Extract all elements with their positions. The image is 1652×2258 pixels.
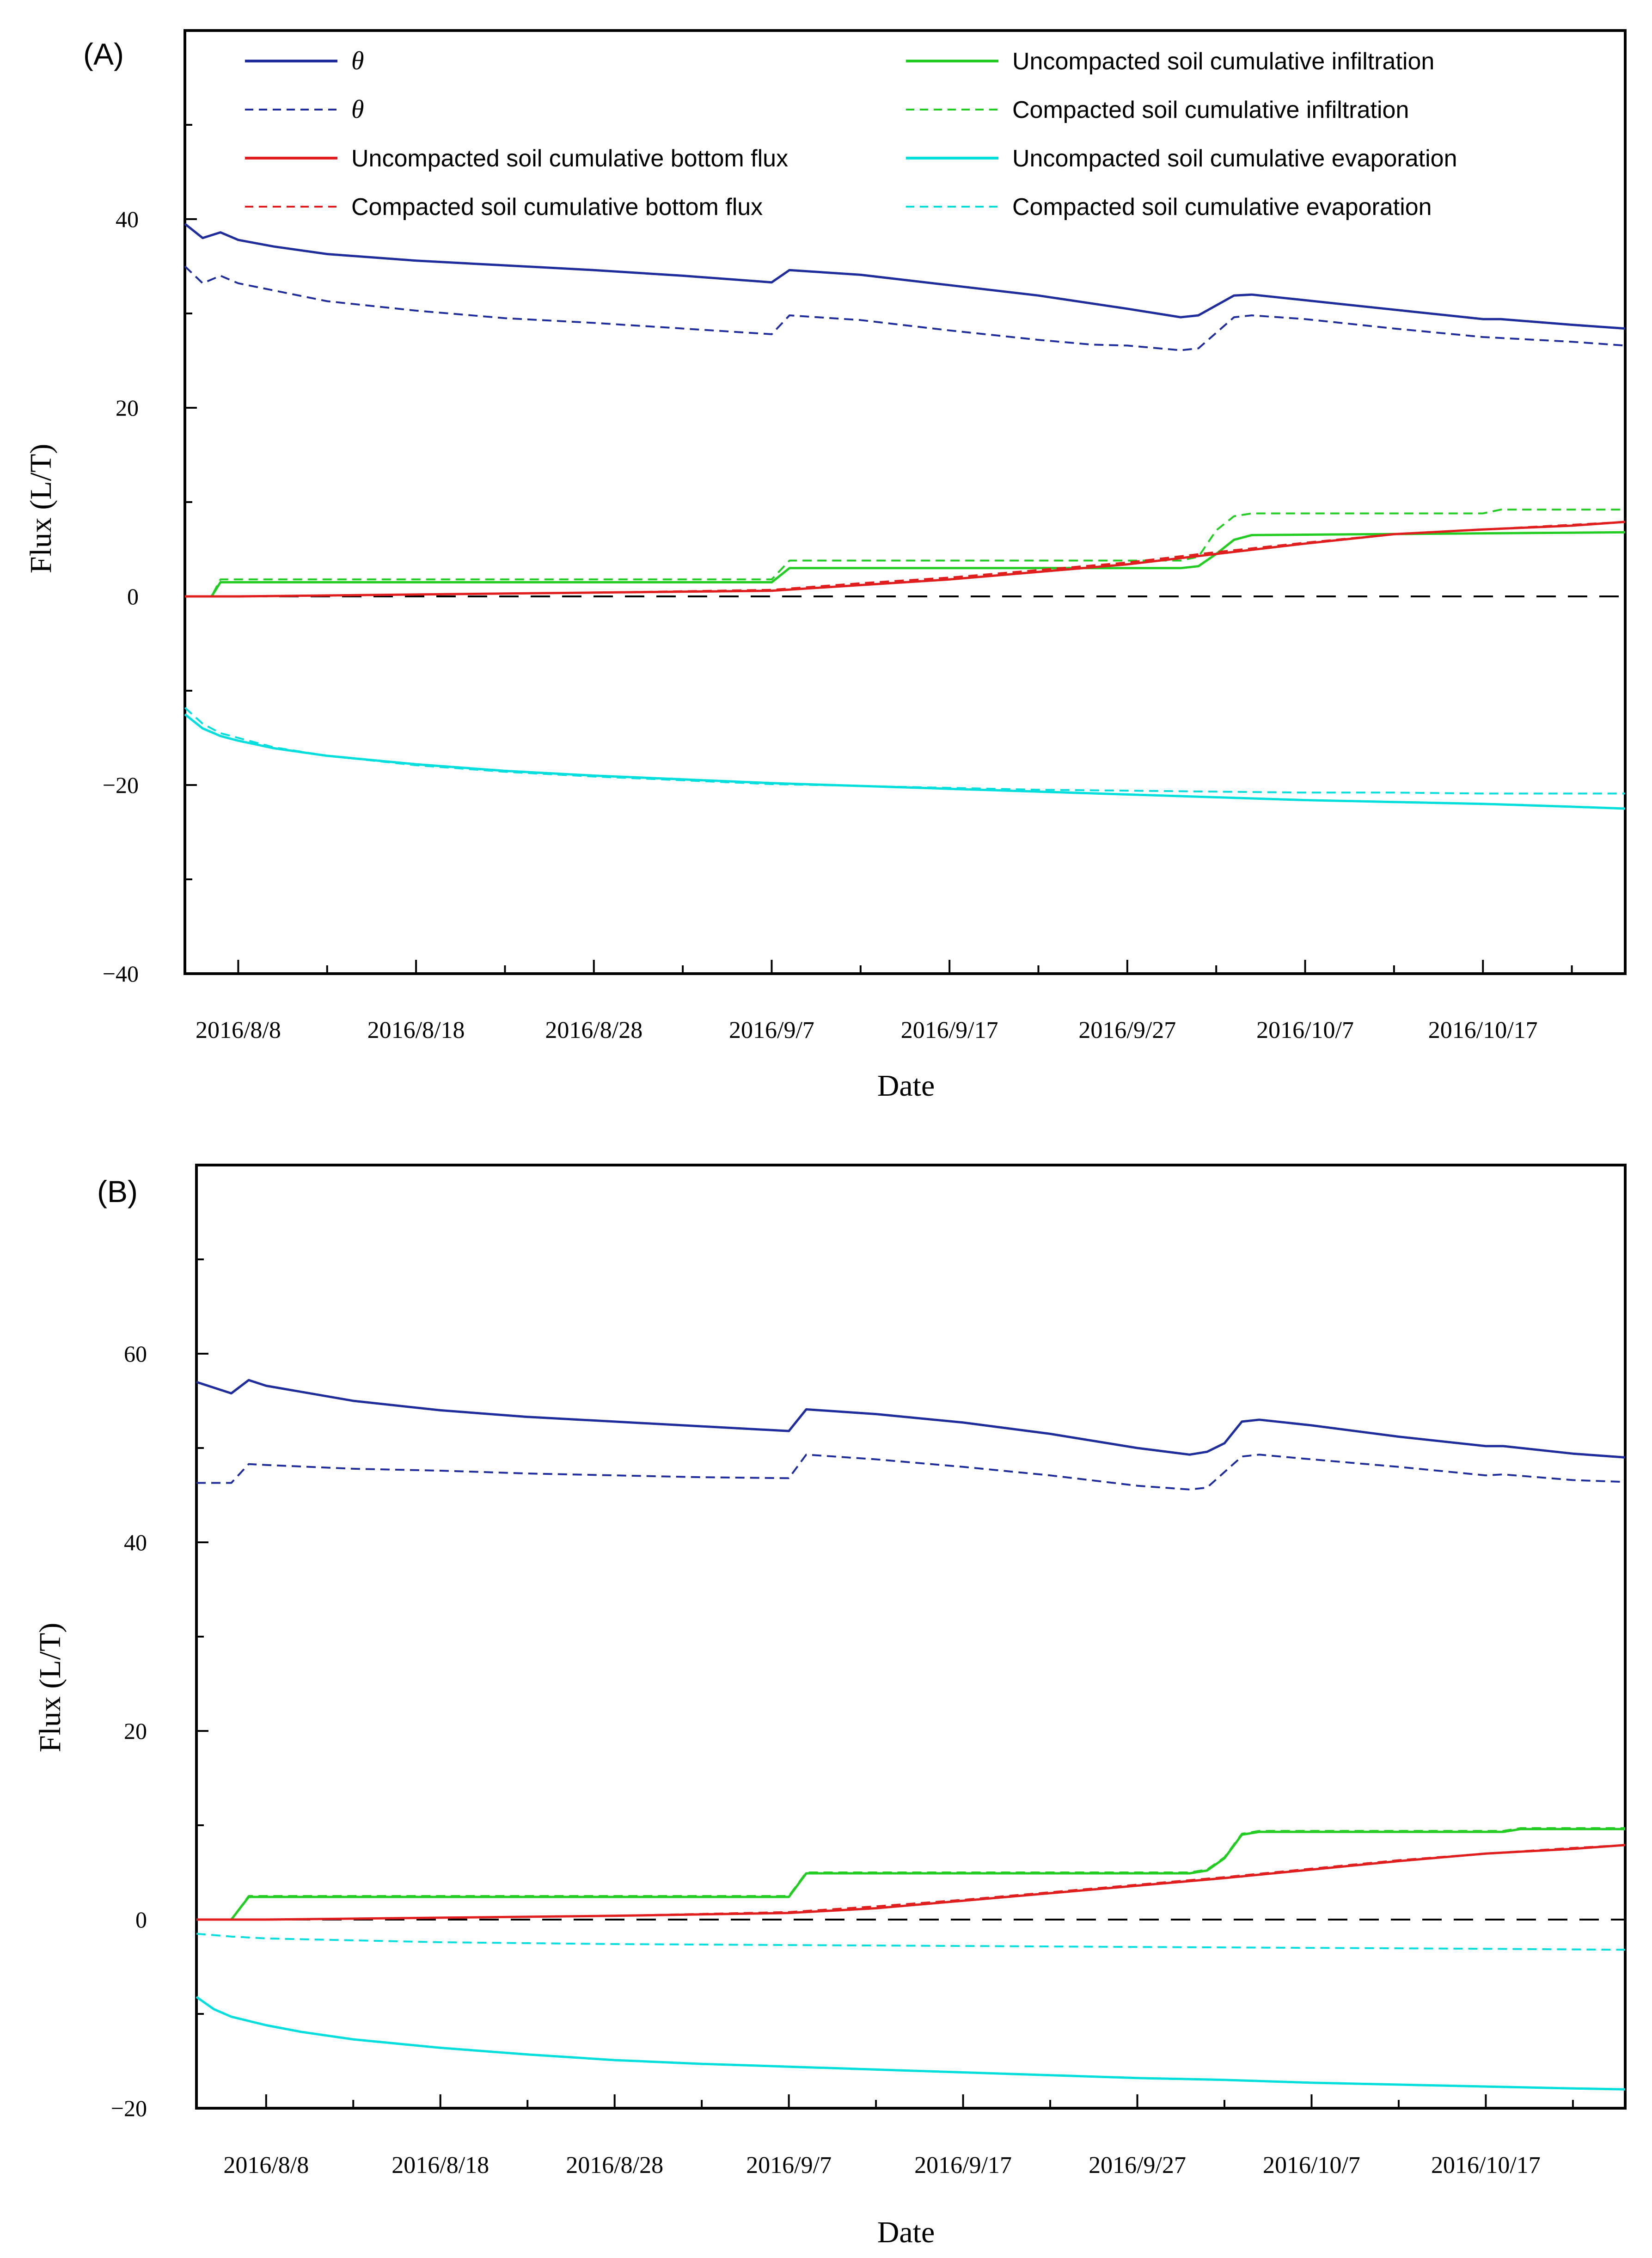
panel-a-x-tick-label: 2016/10/7	[1256, 1017, 1354, 1043]
panel-a-y-tick-label: 40	[116, 206, 139, 232]
panel-a-series-uncompacted-soil-cumulative-infiltration-solid	[185, 531, 1626, 598]
panel-b-y-tick-label: 60	[124, 1341, 147, 1367]
legend-label-uncompacted-soil-cumulative-bottom-flux-solid: Uncompacted soil cumulative bottom flux	[351, 145, 788, 172]
panel-b-x-tick-label: 2016/8/28	[566, 2152, 663, 2178]
panel-a-y-tick-label: 0	[127, 583, 139, 609]
panel-b-x-tick-label: 2016/9/7	[746, 2152, 832, 2178]
panel-a-series	[184, 223, 1626, 810]
panel-b-y-tick-label: 20	[124, 1718, 147, 1744]
panel-a-chart: (A) −40 −20 0 20 40 2016/8/8 2016/8/18 2016/8/2…	[24, 29, 1627, 1103]
panel-b-x-tick-label: 2016/10/17	[1431, 2152, 1541, 2178]
panel-b-x-axis-title: Date	[877, 2215, 935, 2249]
legend-label-theta-dashed: θ	[351, 95, 364, 124]
legend-label-compacted-soil-cumulative-infiltration-dashed: Compacted soil cumulative infiltration	[1012, 97, 1409, 123]
panel-b-y-tick-label: 40	[124, 1529, 147, 1555]
panel-b-x-tick-label: 2016/10/7	[1263, 2152, 1360, 2178]
panel-b-label: (B)	[97, 1174, 138, 1209]
panel-a-axes: −40 −20 0 20 40 2016/8/8 2016/8/18 2016/8/28 201…	[103, 30, 1573, 1043]
panel-a-x-tick-label: 2016/9/7	[729, 1017, 814, 1043]
panel-a-series-compacted-soil-cumulative-evaporation-dashed	[184, 707, 1625, 795]
panel-a-x-axis-title: Date	[877, 1069, 935, 1103]
panel-b-y-tick-label: −20	[111, 2095, 147, 2121]
panel-b-x-tick-label: 2016/8/18	[392, 2152, 489, 2178]
panel-b-frame	[195, 1164, 1627, 2110]
panel-b-x-tick-label: 2016/9/17	[914, 2152, 1012, 2178]
panel-b-y-axis-title: Flux (L/T)	[33, 1623, 67, 1752]
panel-a-series-compacted-soil-cumulative-infiltration-dashed	[185, 509, 1625, 597]
panel-b-series-compacted-soil-cumulative-bottom-flux-dashed	[196, 1844, 1626, 1921]
panel-a-series-theta-dashed	[184, 265, 1626, 351]
panel-b-axes: −20 0 20 40 60 2016/8/8 2016/8/18 2016/8/28 2016…	[111, 1164, 1574, 2178]
panel-b-series-uncompacted-soil-cumulative-evaporation-solid	[196, 1996, 1626, 2091]
panel-a-y-tick-label: −40	[103, 961, 139, 987]
panel-b-series	[196, 1379, 1626, 2091]
panel-b-series-compacted-soil-cumulative-infiltration-dashed	[196, 1827, 1625, 1921]
panel-b-y-tick-label: 0	[135, 1907, 147, 1933]
legend-label-uncompacted-soil-cumulative-infiltration-solid: Uncompacted soil cumulative infiltration	[1012, 48, 1434, 75]
panel-b-series-uncompacted-soil-cumulative-bottom-flux-solid	[196, 1844, 1626, 1921]
panel-a-x-tick-label: 2016/8/18	[367, 1017, 465, 1043]
panel-b-x-tick-label: 2016/9/27	[1089, 2152, 1186, 2178]
panel-a-frame	[184, 29, 1627, 975]
panel-b-series-theta-dashed	[196, 1454, 1626, 1491]
panel-a-legend: θ Uncompacted soil cumulative infiltratio…	[245, 47, 1457, 221]
panel-a-x-tick-label: 2016/9/17	[901, 1017, 998, 1043]
panel-a-y-axis-title: Flux (L/T)	[24, 444, 58, 573]
panel-a-y-tick-label: −20	[103, 772, 139, 798]
panel-a-x-tick-label: 2016/9/27	[1078, 1017, 1176, 1043]
panel-a-y-tick-label: 20	[116, 395, 139, 421]
panel-b-chart: (B) −20 0 20 40 60 2016/8/8 2016/8/18 2016/8/28…	[33, 1164, 1627, 2249]
panel-a-x-tick-label: 2016/10/17	[1428, 1017, 1538, 1043]
panel-a-series-uncompacted-soil-cumulative-evaporation-solid	[184, 713, 1626, 810]
legend-label-theta-solid: θ	[351, 47, 364, 75]
panel-b-series-compacted-soil-cumulative-evaporation-dashed	[196, 1933, 1626, 1951]
panel-a-x-tick-label: 2016/8/8	[196, 1017, 281, 1043]
panel-a-x-tick-label: 2016/8/28	[545, 1017, 642, 1043]
panel-b-x-tick-label: 2016/8/8	[223, 2152, 309, 2178]
legend-label-compacted-soil-cumulative-evaporation-dashed: Compacted soil cumulative evaporation	[1012, 194, 1432, 221]
legend-label-compacted-soil-cumulative-bottom-flux-dashed: Compacted soil cumulative bottom flux	[351, 194, 763, 221]
panel-b-series-theta-solid	[196, 1379, 1626, 1459]
legend-label-uncompacted-soil-cumulative-evaporation-solid: Uncompacted soil cumulative evaporation	[1012, 145, 1457, 172]
panel-a-series-uncompacted-soil-cumulative-bottom-flux-solid	[185, 521, 1626, 598]
panel-a-series-theta-solid	[184, 223, 1626, 330]
panel-a-label: (A)	[83, 37, 124, 71]
